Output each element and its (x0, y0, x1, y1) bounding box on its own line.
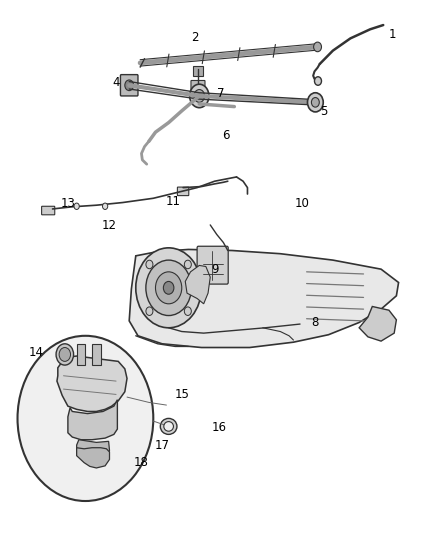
Circle shape (194, 90, 205, 102)
Text: 7: 7 (217, 87, 225, 100)
Text: 11: 11 (166, 195, 180, 208)
Text: 6: 6 (222, 130, 230, 142)
Text: 15: 15 (174, 388, 189, 401)
Circle shape (102, 203, 108, 209)
Polygon shape (57, 356, 127, 411)
Bar (92, 344, 101, 365)
Bar (77, 344, 85, 365)
FancyBboxPatch shape (191, 80, 205, 91)
Circle shape (314, 42, 321, 52)
Text: 16: 16 (212, 421, 226, 434)
Text: 1: 1 (388, 28, 396, 41)
Circle shape (314, 77, 321, 85)
Polygon shape (185, 265, 210, 304)
FancyBboxPatch shape (42, 206, 55, 215)
Circle shape (184, 260, 191, 269)
Ellipse shape (160, 418, 177, 434)
Circle shape (146, 307, 153, 316)
Text: 8: 8 (312, 316, 319, 329)
Polygon shape (359, 306, 396, 341)
Circle shape (184, 307, 191, 316)
Bar (193, 66, 203, 76)
Text: 12: 12 (102, 220, 117, 232)
Text: 13: 13 (60, 197, 75, 210)
Circle shape (18, 336, 153, 501)
Circle shape (56, 344, 74, 365)
Polygon shape (68, 400, 117, 440)
Text: 9: 9 (211, 263, 219, 276)
Circle shape (311, 98, 319, 107)
Text: 10: 10 (295, 197, 310, 210)
FancyBboxPatch shape (197, 246, 228, 284)
Text: 2: 2 (191, 31, 199, 44)
Text: 5: 5 (321, 106, 328, 118)
Circle shape (190, 84, 209, 108)
Text: 14: 14 (28, 346, 43, 359)
Circle shape (307, 93, 323, 112)
Circle shape (74, 203, 79, 209)
Polygon shape (77, 440, 110, 461)
Circle shape (59, 348, 71, 361)
Text: 18: 18 (134, 456, 148, 469)
Text: 4: 4 (112, 76, 120, 89)
Circle shape (155, 272, 182, 304)
Circle shape (146, 260, 191, 316)
Circle shape (146, 260, 153, 269)
Circle shape (163, 281, 174, 294)
Ellipse shape (164, 422, 173, 431)
Polygon shape (77, 448, 110, 468)
FancyBboxPatch shape (120, 75, 138, 96)
Circle shape (125, 80, 134, 91)
FancyBboxPatch shape (177, 187, 189, 196)
Circle shape (136, 248, 201, 328)
Text: 17: 17 (155, 439, 170, 451)
Polygon shape (129, 249, 399, 348)
